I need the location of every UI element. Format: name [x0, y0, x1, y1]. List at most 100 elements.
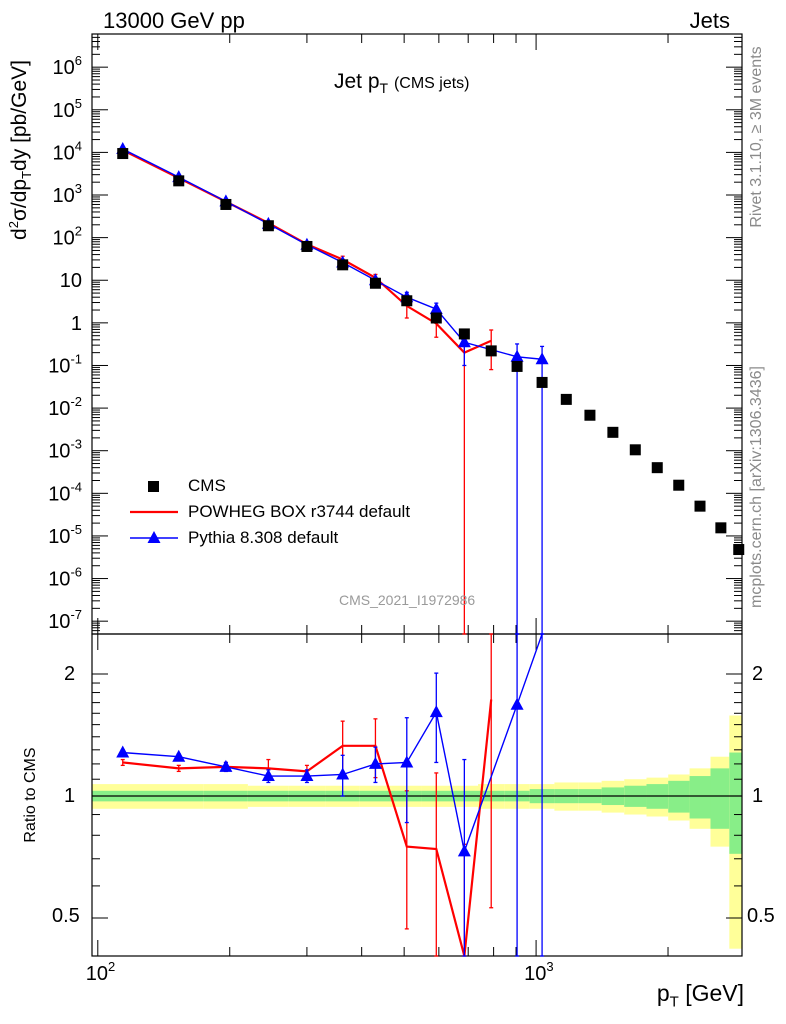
- cms-point: [560, 393, 572, 405]
- y-tick-label: 10: [60, 270, 82, 292]
- ratio-pythia: [116, 633, 545, 957]
- cms-point: [117, 148, 129, 160]
- y-axis-ticks: [92, 33, 742, 635]
- ratio-pythia-point: [368, 756, 382, 769]
- plot-title: Jet pT (CMS jets): [334, 70, 470, 96]
- y-tick-exponent: 5: [75, 96, 82, 111]
- y-tick-label: 103: [53, 181, 82, 207]
- cms-point: [673, 479, 685, 491]
- y-tick-label: 10-7: [48, 607, 82, 633]
- ratio-tick-label-left-0.5: 0.5: [52, 905, 80, 927]
- x-tick-label-100: 102: [86, 959, 115, 985]
- legend-pythia-marker: [147, 531, 161, 543]
- header-right: Jets: [689, 8, 730, 33]
- ratio-plot-frame: [91, 633, 743, 957]
- y-tick-exponent: 2: [75, 224, 82, 239]
- ratio-pythia-point: [172, 749, 186, 762]
- cms-point: [173, 175, 185, 187]
- series-powheg: [120, 148, 494, 635]
- ratio-pythia-point: [336, 767, 350, 780]
- legend-label-cms: CMS: [188, 476, 226, 495]
- x-tick-label-1000: 103: [524, 959, 553, 985]
- ratio-tick-label-right-2: 2: [752, 663, 764, 685]
- y-tick-exponent: 6: [75, 53, 82, 68]
- y-tick-label: 10-3: [48, 437, 82, 463]
- y-tick-exponent: -1: [70, 351, 82, 366]
- y-tick-label: 10-5: [48, 522, 82, 548]
- title-suffix: (CMS jets): [393, 75, 470, 92]
- cms-point: [536, 376, 548, 388]
- pythia-point: [510, 349, 524, 362]
- y-axis-label: d2σ/dpTdy [pb/GeV]: [6, 60, 35, 240]
- x-tick-exponent: 2: [108, 959, 115, 974]
- cms-point: [694, 500, 706, 512]
- series-cms: [117, 148, 745, 556]
- title-main: Jet p: [334, 70, 380, 93]
- y-tick-label: 106: [53, 53, 82, 79]
- y-tick-label: 105: [53, 96, 82, 122]
- pythia-point: [535, 352, 549, 365]
- cms-point: [401, 295, 413, 307]
- y-tick-label: 102: [53, 224, 82, 250]
- ratio-pythia-point: [261, 769, 275, 782]
- y-tick-label: 104: [53, 138, 82, 164]
- cms-point: [511, 360, 523, 372]
- ratio-tick-label-right-0.5: 0.5: [747, 905, 775, 927]
- cms-point: [715, 522, 727, 534]
- ratio-tick-label-left-2: 2: [64, 663, 76, 685]
- band-green-20: [710, 768, 730, 829]
- band-green-19: [689, 776, 711, 819]
- pythia-point: [457, 335, 471, 348]
- series-pythia: [116, 142, 549, 635]
- title-sub: T: [379, 80, 389, 97]
- x-axis-label-sub: T: [669, 993, 679, 1011]
- watermark: CMS_2021_I1972986: [339, 592, 476, 608]
- band-green-21: [729, 752, 742, 854]
- y-tick-label: 1: [71, 313, 82, 335]
- cms-point: [262, 220, 274, 232]
- y-tick-exponent: -4: [70, 479, 82, 494]
- ratio-pythia-point: [429, 705, 443, 718]
- side-label-rivet: Rivet 3.1.10, ≥ 3M events: [748, 46, 765, 228]
- cms-point: [584, 409, 596, 421]
- side-label-mcplots: mcplots.cern.ch [arXiv:1306.3436]: [748, 366, 765, 608]
- pythia-point: [429, 302, 443, 315]
- band-green-18: [668, 780, 690, 813]
- cms-point: [369, 277, 381, 289]
- legend-cms-marker: [148, 481, 159, 492]
- y-tick-exponent: -5: [70, 522, 82, 537]
- pythia-line: [122, 148, 543, 360]
- ratio-pythia-point: [510, 697, 524, 710]
- ratio-pythia-point: [116, 745, 130, 758]
- cms-point: [220, 198, 232, 210]
- legend-label-pythia: Pythia 8.308 default: [188, 528, 339, 547]
- ratio-pythia-line: [122, 633, 543, 854]
- x-axis-label-main: p: [656, 980, 670, 1006]
- cms-point: [629, 444, 641, 456]
- ratio-uncertainty-bands: [92, 715, 742, 949]
- ratio-y-label: Ratio to CMS: [22, 747, 39, 843]
- cms-point: [733, 544, 745, 556]
- cms-point: [651, 462, 663, 474]
- ratio-tick-label-right-1: 1: [752, 785, 764, 807]
- header-left: 13000 GeV pp: [103, 8, 245, 33]
- legend-markers: [130, 481, 178, 543]
- ratio-pythia-point: [300, 769, 314, 782]
- y-tick-labels: 10610510410310210110-110-210-310-410-510…: [48, 53, 82, 633]
- ratio-y-ticks: [92, 673, 742, 957]
- y-tick-exponent: -3: [70, 437, 82, 452]
- cms-point: [485, 345, 497, 357]
- y-tick-label: 10-6: [48, 565, 82, 591]
- y-tick-label: 10-1: [48, 351, 82, 377]
- y-tick-label: 10-2: [48, 394, 82, 420]
- ratio-pythia-point: [457, 844, 471, 857]
- ratio-pythia-point: [400, 755, 414, 768]
- cms-point: [458, 328, 470, 340]
- y-tick-exponent: 4: [75, 138, 82, 153]
- cms-point: [430, 312, 442, 324]
- x-axis-ticks: [97, 34, 669, 956]
- ratio-pythia-point: [219, 759, 233, 772]
- y-tick-label: 10-4: [48, 479, 82, 505]
- y-tick-exponent: 3: [75, 181, 82, 196]
- cms-point: [607, 426, 619, 438]
